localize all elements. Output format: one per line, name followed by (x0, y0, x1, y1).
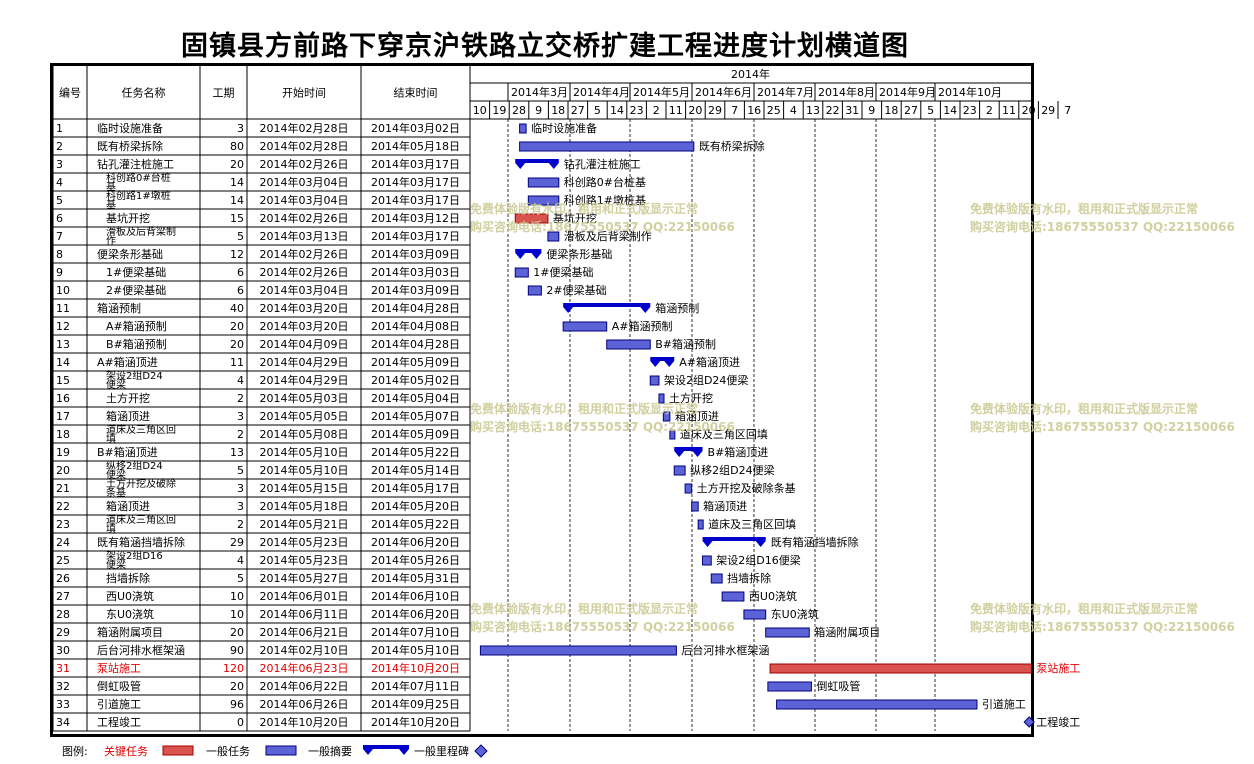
watermark-5: 免费体验版有水印，租用和正式版显示正常 购买咨询电话:18675550537 QQ… (470, 602, 735, 634)
watermark-4: 免费体验版有水印，租用和正式版显示正常 购买咨询电话:18675550537 QQ… (970, 402, 1235, 434)
legend-milestone-label: 一般里程碑 (414, 745, 469, 758)
legend-prefix: 图例: (62, 745, 88, 758)
week-tick-label: 29 (1041, 104, 1055, 117)
bar-label: 泵站施工 (1036, 661, 1080, 675)
watermark-1: 免费体验版有水印，租用和正式版显示正常 购买咨询电话:18675550537 QQ… (470, 202, 735, 234)
legend-normal-swatch (265, 745, 297, 756)
legend-summary-swatch (363, 745, 409, 755)
legend-normal-label: 一般任务 (206, 745, 250, 758)
legend-summary-label: 一般摘要 (308, 745, 352, 758)
legend-milestone-swatch (474, 744, 488, 758)
page-title: 固镇县方前路下穿京沪铁路立交桥扩建工程进度计划横道图 (181, 31, 909, 62)
bar-label: 工程竣工 (1036, 715, 1080, 729)
watermark-6: 免费体验版有水印，租用和正式版显示正常 购买咨询电话:18675550537 QQ… (970, 602, 1235, 634)
legend-critical-label: 关键任务 (104, 745, 148, 758)
week-tick-label: 7 (1064, 104, 1071, 117)
gantt-frame (50, 63, 1034, 737)
watermark-2: 免费体验版有水印，租用和正式版显示正常 购买咨询电话:18675550537 QQ… (970, 202, 1235, 234)
watermark-3: 免费体验版有水印，租用和正式版显示正常 购买咨询电话:18675550537 QQ… (470, 402, 735, 434)
legend-critical-swatch (162, 745, 194, 756)
